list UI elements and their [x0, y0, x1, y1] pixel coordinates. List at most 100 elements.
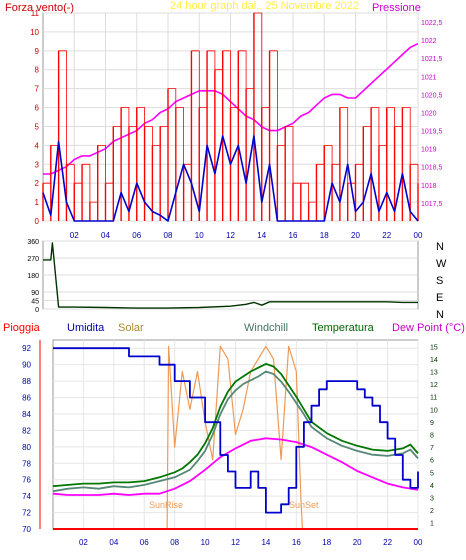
wind-gust-series	[42, 12, 419, 221]
panel1-right-tick-label: 1021	[421, 74, 437, 81]
panel3-right-tick-label: 11	[430, 395, 437, 402]
panel1-x-tick-label: 16	[289, 231, 298, 240]
panel3-right-tick-label: 6	[430, 458, 434, 465]
panel3-right-tick-label: 4	[430, 483, 434, 490]
panel1-left-tick-label: 6	[35, 104, 40, 113]
panel3-series	[52, 345, 419, 530]
panel2-left-tick-label: 270	[27, 256, 39, 263]
panel1-left-tick-label: 11	[31, 9, 40, 18]
panel3-left-tick-label: 80	[22, 443, 31, 452]
panel3-left-tick-label: 78	[22, 459, 31, 468]
panel1-right-tick-label: 1022	[421, 38, 437, 45]
panel2-left-tick-label: 90	[31, 290, 39, 297]
panel3-x-tick-label: 22	[383, 538, 392, 547]
panel1-x-tick-label: 14	[257, 231, 266, 240]
panel2-direction-label: W	[436, 258, 447, 270]
panel2-left-tick-label: 45	[31, 299, 39, 306]
panel2-grid	[43, 240, 418, 310]
panel2-direction-label: E	[436, 292, 443, 304]
legend-solar: Solar	[118, 322, 144, 334]
panel2-direction-label: S	[436, 275, 443, 287]
panel3-x-ticks: 02 04 06 08 10 12 14 16 18 20 22 00	[79, 538, 423, 547]
panel3-left-tick-label: 90	[22, 361, 31, 370]
panel3-x-tick-label: 18	[322, 538, 331, 547]
temperature-line	[52, 363, 419, 488]
panel1-title: 24 hour graph dal.. 25 Novembre 2022	[170, 0, 359, 12]
wind-average-series	[42, 135, 419, 222]
panel3-right-tick-label: 12	[430, 382, 438, 389]
panel2-left-tick-label: 360	[27, 239, 39, 246]
panel1-right-ticks: 1017,5 1018 1018,5 1019 1019,5 1020 1020,5 1021…	[421, 20, 443, 208]
panel2-left-tick-label: 180	[27, 273, 39, 280]
panel3-left-tick-label: 72	[22, 509, 31, 518]
panel1-x-tick-label: 02	[70, 231, 79, 240]
panel1-x-tick-label: 04	[101, 231, 110, 240]
panel-temperature-humidity: Pioggia Umidita Solar Windchill Temperat…	[3, 322, 465, 547]
panel3-right-tick-label: 13	[430, 370, 438, 377]
dew-point-line	[52, 437, 419, 496]
legend-umidita: Umidita	[67, 322, 105, 334]
panel1-x-ticks: 02 04 06 08 10 12 14 16 18 20 22 00	[70, 231, 423, 240]
panel2-direction-label: N	[436, 241, 444, 253]
panel1-right-tick-label: 1022,5	[421, 20, 443, 27]
panel3-left-tick-label: 74	[22, 492, 31, 501]
legend-dew-point: Dew Point (°C)	[392, 322, 465, 334]
panel3-right-tick-label: 15	[430, 344, 438, 351]
panel3-left-ticks: 70 72 74 76 78 80 82 84 86 88 90 92	[22, 344, 31, 534]
panel1-left-tick-label: 2	[35, 179, 40, 188]
panel1-left-tick-label: 10	[30, 28, 39, 37]
panel1-left-tick-label: 3	[35, 160, 40, 169]
panel3-left-tick-label: 82	[22, 426, 31, 435]
panel1-x-tick-label: 10	[195, 231, 204, 240]
panel1-right-tick-label: 1020	[421, 110, 437, 117]
panel1-right-tick-label: 1020,5	[421, 92, 443, 99]
panel3-right-tick-label: 2	[430, 508, 434, 515]
panel3-x-tick-label: 16	[292, 538, 301, 547]
sunrise-label: SunRise	[149, 500, 183, 510]
panel1-x-tick-label: 18	[320, 231, 329, 240]
panel3-x-tick-label: 06	[140, 538, 149, 547]
panel1-left-tick-label: 5	[35, 122, 40, 131]
panel2-left-tick-label: 0	[35, 307, 39, 314]
panel1-right-tick-label: 1017,5	[421, 201, 443, 208]
panel3-right-tick-label: 7	[430, 445, 434, 452]
panel1-x-tick-label: 00	[414, 231, 423, 240]
panel3-right-tick-label: 14	[430, 357, 438, 364]
panel3-x-tick-label: 10	[201, 538, 210, 547]
panel3-left-tick-label: 84	[22, 410, 31, 419]
panel3-right-tick-label: 1	[430, 521, 434, 528]
panel1-right-tick-label: 1019,5	[421, 129, 443, 136]
panel1-right-tick-label: 1021,5	[421, 56, 443, 63]
panel1-left-ticks: 0 1 2 3 4 5 6 7 8 9 10 11	[30, 9, 39, 226]
panel1-left-tick-label: 9	[35, 47, 40, 56]
panel1-left-tick-label: 4	[35, 141, 40, 150]
panel3-right-tick-label: 3	[430, 496, 434, 503]
panel3-x-tick-label: 04	[109, 538, 118, 547]
panel3-left-tick-label: 88	[22, 377, 31, 386]
panel1-x-tick-label: 08	[164, 231, 173, 240]
panel3-x-tick-label: 12	[231, 538, 240, 547]
legend-pioggia: Pioggia	[3, 322, 41, 334]
sunset-label: SunSet	[289, 500, 319, 510]
panel1-left-axis-label: Forza vento(-)	[5, 2, 74, 14]
panel1-right-axis-label: Pressione	[372, 2, 421, 14]
windchill-line	[52, 370, 419, 493]
panel1-x-tick-label: 22	[382, 231, 391, 240]
panel3-x-tick-label: 00	[414, 538, 423, 547]
panel1-right-tick-label: 1018,5	[421, 165, 443, 172]
solar-line	[53, 345, 418, 530]
panel1-x-tick-label: 06	[132, 231, 141, 240]
panel1-left-tick-label: 7	[35, 85, 40, 94]
humidity-line	[53, 347, 419, 514]
panel1-right-tick-label: 1019	[421, 147, 437, 154]
wind-average-line	[42, 135, 419, 222]
wind-direction-line	[43, 242, 418, 309]
panel3-left-tick-label: 92	[22, 344, 31, 353]
legend-windchill: Windchill	[244, 322, 288, 334]
panel1-left-tick-label: 0	[35, 217, 40, 226]
panel3-x-tick-label: 08	[170, 538, 179, 547]
panel3-left-tick-label: 70	[22, 525, 31, 534]
